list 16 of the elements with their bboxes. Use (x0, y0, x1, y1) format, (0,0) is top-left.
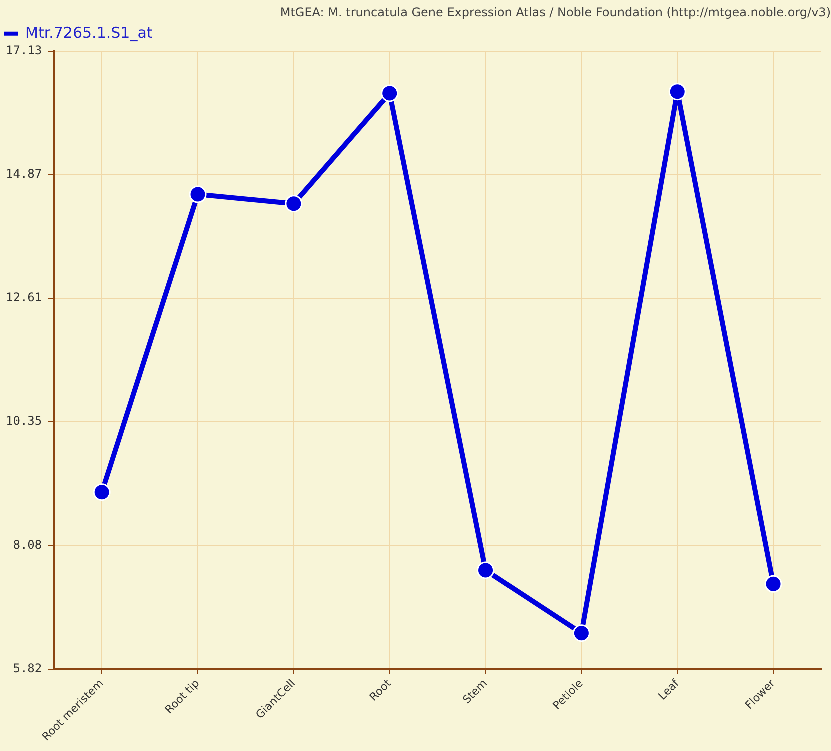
point (572, 624, 590, 642)
legend-label: Mtr.7265.1.S1_at (26, 24, 153, 42)
y-tick-label: 17.13 (6, 44, 42, 58)
y-tick-label: 12.61 (6, 290, 42, 304)
y-tick-label: 8.08 (13, 538, 42, 552)
point (285, 195, 303, 213)
point (668, 83, 686, 101)
point (189, 186, 207, 204)
y-tick-label: 10.35 (6, 414, 42, 428)
point (764, 575, 782, 593)
y-tick-label: 14.87 (6, 167, 42, 182)
point (477, 562, 495, 580)
chart-title: MtGEA: M. truncatula Gene Expression Atlas / Noble Foundation (http://mtgea.noble.org/v3) (280, 5, 831, 20)
y-tick-label: 5.82 (13, 662, 42, 676)
point (381, 84, 399, 102)
point (93, 484, 111, 502)
